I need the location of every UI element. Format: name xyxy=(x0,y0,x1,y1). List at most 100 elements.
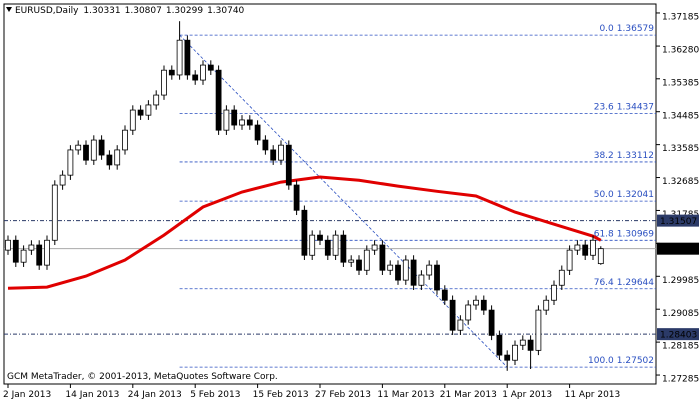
candle-body xyxy=(441,289,448,301)
candle-body xyxy=(270,149,277,161)
y-tick-label: 1.36280 xyxy=(662,46,699,56)
y-tick-label: 1.27285 xyxy=(662,375,699,385)
candle-body xyxy=(231,109,238,126)
y-tick-label: 1.32685 xyxy=(662,177,699,187)
y-tick-label: 1.28185 xyxy=(662,342,699,352)
open-text: 1.30331 xyxy=(83,6,120,16)
candle-body xyxy=(348,259,355,263)
candle-body xyxy=(582,244,589,256)
candle-body xyxy=(153,94,160,106)
candle-body xyxy=(137,109,144,116)
candle-body xyxy=(402,259,409,281)
candle-body xyxy=(12,239,19,263)
candle-body xyxy=(317,234,323,241)
candle-body xyxy=(59,174,66,186)
candle-body xyxy=(192,74,199,81)
candle-body xyxy=(356,259,362,271)
candle-body xyxy=(83,144,89,161)
fib-price: 1.32041 xyxy=(617,190,654,200)
candle-body xyxy=(106,154,113,166)
x-tick-label: 15 Feb 2013 xyxy=(253,390,309,400)
fib-ratio: 61.8 xyxy=(594,229,614,239)
candle-body xyxy=(488,309,495,336)
candle-body xyxy=(504,354,511,361)
candle-body xyxy=(176,39,183,76)
candle-body xyxy=(90,139,97,161)
candle-body xyxy=(114,149,121,166)
x-tick-label: 11 Apr 2013 xyxy=(565,390,621,400)
candle-body xyxy=(434,264,440,291)
y-tick-label: 1.29985 xyxy=(662,276,699,286)
candle-body xyxy=(473,299,479,306)
candle-body xyxy=(551,284,557,301)
candle-body xyxy=(20,249,27,263)
plot-frame xyxy=(3,3,657,385)
fib-price: 1.34437 xyxy=(617,102,654,112)
current-price-box xyxy=(657,242,699,255)
candle-body xyxy=(363,249,370,271)
fib-trendline xyxy=(179,34,508,368)
fib-label: 0.0 1.36579 xyxy=(599,24,654,34)
header-icon xyxy=(6,7,12,12)
x-tick-label: 24 Jan 2013 xyxy=(128,390,182,400)
fib-ratio: 76.4 xyxy=(594,278,614,288)
candle-body xyxy=(129,109,136,131)
fib-ratio: 23.6 xyxy=(594,102,614,112)
fib-label: 76.4 1.29644 xyxy=(594,278,655,288)
candle-body xyxy=(36,244,43,266)
h-line-label: 1.28403 xyxy=(660,331,697,341)
candle-body xyxy=(543,299,550,311)
y-tick-label: 1.29085 xyxy=(662,309,699,319)
candle-body xyxy=(496,334,503,356)
candle-body xyxy=(44,239,50,266)
x-tick-label: 21 Mar 2013 xyxy=(440,390,497,400)
candle-body xyxy=(574,244,581,251)
fib-label: 100.0 1.27502 xyxy=(588,356,654,366)
x-tick-label: 5 Feb 2013 xyxy=(190,390,240,400)
h-line-box xyxy=(657,214,699,227)
candle-body xyxy=(262,139,269,151)
fib-ratio: 100.0 xyxy=(588,356,614,366)
fib-ratio: 38.2 xyxy=(594,151,614,161)
candle-body xyxy=(465,304,472,321)
candle-body xyxy=(449,299,456,331)
candle-body xyxy=(75,144,82,151)
candle-body xyxy=(332,234,339,256)
x-tick-label: 1 Apr 2013 xyxy=(502,390,552,400)
y-tick-label: 1.37185 xyxy=(662,13,699,23)
candle-body xyxy=(566,249,573,271)
candle-body xyxy=(215,69,222,131)
y-tick-label: 1.33585 xyxy=(662,144,699,154)
candle-body xyxy=(278,144,284,161)
candle-body xyxy=(480,299,487,311)
h-line-box xyxy=(657,328,699,341)
candle-body xyxy=(98,139,105,156)
candle-body xyxy=(535,309,542,351)
candle-body xyxy=(519,339,526,346)
candle-body xyxy=(558,269,565,286)
candle-body xyxy=(418,274,425,286)
candle-body xyxy=(387,264,394,271)
candle-body xyxy=(285,144,292,186)
fib-price: 1.33112 xyxy=(617,151,654,161)
candle-body xyxy=(67,149,74,176)
x-tick-label: 2 Jan 2013 xyxy=(3,390,51,400)
low-text: 1.30299 xyxy=(166,6,203,16)
candle-body xyxy=(340,234,347,263)
candle-body xyxy=(200,64,206,81)
x-tick-label: 14 Jan 2013 xyxy=(65,390,119,400)
candle-body xyxy=(457,319,464,331)
y-tick-label: 1.35385 xyxy=(662,78,699,88)
candle-body xyxy=(324,239,331,256)
candle-body xyxy=(223,109,230,131)
current-price-label: 1.30740 xyxy=(660,245,697,255)
x-tick-label: 27 Feb 2013 xyxy=(315,390,371,400)
h-line-label: 1.31507 xyxy=(660,217,697,227)
close-text: 1.30740 xyxy=(207,6,244,16)
candle-body xyxy=(590,239,596,256)
fib-ratio: 0.0 xyxy=(599,24,614,34)
fib-label: 50.0 1.32041 xyxy=(594,190,654,200)
candle-body xyxy=(309,234,316,256)
candle-body xyxy=(207,64,214,71)
